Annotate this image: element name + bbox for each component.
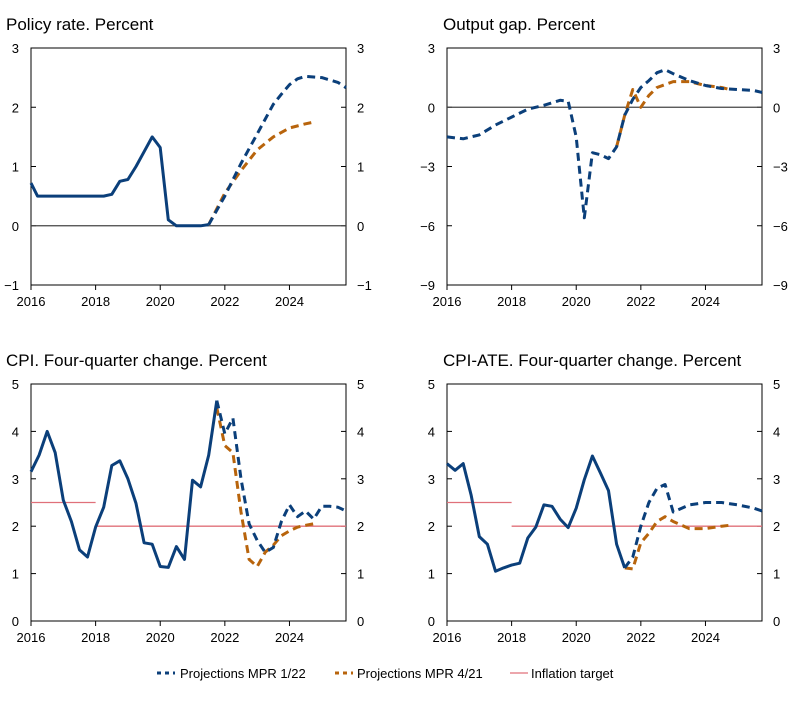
y-tick-label-left: 5 xyxy=(428,377,435,392)
y-tick-label-left: 3 xyxy=(12,41,19,56)
panel-title: CPI-ATE. Four-quarter change. Percent xyxy=(443,351,742,370)
panel-title: Output gap. Percent xyxy=(443,15,595,34)
y-tick-label-right: 2 xyxy=(773,519,780,534)
x-tick-label: 2024 xyxy=(691,630,720,645)
y-tick-label-left: −3 xyxy=(420,160,435,175)
y-tick-label-left: 1 xyxy=(428,567,435,582)
y-tick-label-left: 0 xyxy=(12,219,19,234)
y-tick-label-right: 5 xyxy=(773,377,780,392)
series-line-mpr-4-21 xyxy=(207,120,315,226)
y-tick-label-right: 1 xyxy=(357,567,364,582)
x-tick-label: 2022 xyxy=(626,294,655,309)
y-tick-label-left: 2 xyxy=(12,519,19,534)
series-line-mpr-4-21 xyxy=(615,80,731,148)
y-tick-label-right: 3 xyxy=(357,472,364,487)
y-tick-label-right: −6 xyxy=(773,219,788,234)
x-tick-label: 2024 xyxy=(275,630,304,645)
x-tick-label: 2018 xyxy=(497,294,526,309)
y-tick-label-right: 4 xyxy=(357,424,364,439)
y-tick-label-left: 1 xyxy=(12,567,19,582)
legend: Projections MPR 1/22 Projections MPR 4/21… xyxy=(157,666,614,681)
y-tick-label-right: 2 xyxy=(357,100,364,115)
x-tick-label: 2018 xyxy=(81,630,110,645)
y-tick-label-right: 3 xyxy=(773,41,780,56)
y-tick-label-right: 3 xyxy=(357,41,364,56)
panel-title: CPI. Four-quarter change. Percent xyxy=(6,351,267,370)
y-tick-label-left: −1 xyxy=(4,278,19,293)
series-line-mpr-1-22-projection xyxy=(207,74,347,226)
x-tick-label: 2024 xyxy=(275,294,304,309)
plot-frame xyxy=(30,47,347,286)
x-tick-label: 2016 xyxy=(17,630,46,645)
y-tick-label-left: 2 xyxy=(12,100,19,115)
y-tick-label-left: 0 xyxy=(12,614,19,629)
x-tick-label: 2020 xyxy=(146,630,175,645)
y-tick-label-left: −9 xyxy=(420,278,435,293)
y-tick-label-right: 0 xyxy=(773,614,780,629)
y-tick-label-right: −1 xyxy=(357,278,372,293)
chart-panel-1: Policy rate. Percent −1 −1 0 0 1 1 2 2 3 3 2016 2018… xyxy=(4,15,372,309)
y-tick-label-right: 0 xyxy=(357,614,364,629)
legend-label-mpr_1_22: Projections MPR 1/22 xyxy=(180,666,306,681)
y-tick-label-left: 3 xyxy=(428,472,435,487)
x-tick-label: 2022 xyxy=(210,630,239,645)
y-tick-label-right: 5 xyxy=(357,377,364,392)
x-tick-label: 2020 xyxy=(146,294,175,309)
series-line-mpr-1-22-projection xyxy=(623,483,763,569)
x-tick-label: 2022 xyxy=(626,630,655,645)
y-tick-label-right: 2 xyxy=(357,519,364,534)
x-tick-label: 2020 xyxy=(562,294,591,309)
chart-panel-2: Output gap. Percent −9 −9 −6 −6 −3 −3 0 0 3 3 2016 2… xyxy=(420,15,788,309)
y-tick-label-right: 4 xyxy=(773,424,780,439)
y-tick-label-left: 3 xyxy=(428,41,435,56)
chart-panel-4: CPI-ATE. Four-quarter change. Percent 0 0 1… xyxy=(428,351,780,645)
y-tick-label-left: 4 xyxy=(12,424,19,439)
y-tick-label-right: −9 xyxy=(773,278,788,293)
y-tick-label-right: −3 xyxy=(773,160,788,175)
y-tick-label-right: 1 xyxy=(773,567,780,582)
x-tick-label: 2018 xyxy=(497,630,526,645)
y-tick-label-left: 3 xyxy=(12,472,19,487)
x-tick-label: 2016 xyxy=(433,294,462,309)
y-tick-label-left: 4 xyxy=(428,424,435,439)
x-tick-label: 2016 xyxy=(17,294,46,309)
x-tick-label: 2022 xyxy=(210,294,239,309)
y-tick-label-right: 0 xyxy=(773,100,780,115)
series-line-mpr-1-22-projection xyxy=(215,400,347,554)
series-line-mpr-4-21 xyxy=(624,515,730,571)
x-tick-label: 2016 xyxy=(433,630,462,645)
y-tick-label-left: −6 xyxy=(420,219,435,234)
x-tick-label: 2018 xyxy=(81,294,110,309)
y-tick-label-left: 0 xyxy=(428,100,435,115)
series-line-mpr-4-21 xyxy=(215,407,314,568)
legend-label-mpr_4_21: Projections MPR 4/21 xyxy=(357,666,483,681)
y-tick-label-right: 1 xyxy=(357,160,364,175)
y-tick-label-right: 3 xyxy=(773,472,780,487)
y-tick-label-left: 2 xyxy=(428,519,435,534)
panel-title: Policy rate. Percent xyxy=(6,15,154,34)
series-line-actual xyxy=(29,135,209,228)
y-tick-label-left: 0 xyxy=(428,614,435,629)
x-tick-label: 2020 xyxy=(562,630,591,645)
y-tick-label-left: 1 xyxy=(12,160,19,175)
plot-frame xyxy=(446,47,763,286)
series-line-actual xyxy=(29,400,219,569)
x-tick-label: 2024 xyxy=(691,294,720,309)
legend-label-target: Inflation target xyxy=(531,666,614,681)
series-line-mpr-1-22-projection xyxy=(446,68,763,220)
y-tick-label-right: 0 xyxy=(357,219,364,234)
y-tick-label-left: 5 xyxy=(12,377,19,392)
chart-panel-3: CPI. Four-quarter change. Percent 0 0 1 1 2 2 3… xyxy=(6,351,364,645)
series-line-actual xyxy=(446,454,627,573)
